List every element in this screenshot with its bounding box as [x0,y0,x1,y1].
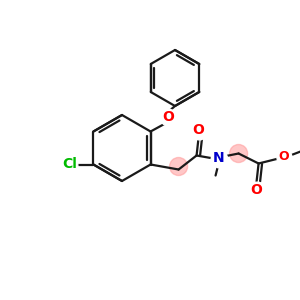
Circle shape [230,145,247,163]
Text: N: N [213,152,224,166]
Text: O: O [278,150,289,163]
Text: Cl: Cl [62,158,77,172]
Text: O: O [162,110,174,124]
Text: O: O [250,182,262,197]
Circle shape [169,158,188,175]
Text: O: O [193,124,205,137]
